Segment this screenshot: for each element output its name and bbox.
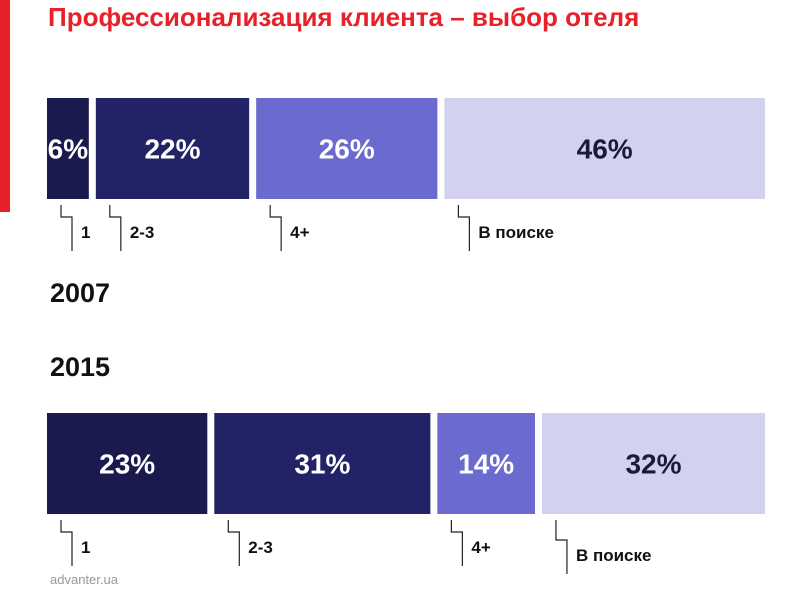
connector-2007-3 — [269, 205, 282, 251]
value-label-2007-3: 26% — [319, 134, 375, 165]
connector-2015-2 — [227, 520, 240, 566]
value-label-2015-4: 32% — [625, 449, 681, 480]
value-label-2015-2: 31% — [294, 449, 350, 480]
bar-segment-2015-2 — [214, 413, 431, 514]
value-label-2007-2: 22% — [144, 134, 200, 165]
footer-source: advanter.ua — [50, 572, 118, 587]
connector-2015-1 — [60, 520, 73, 566]
category-label-2007-1: 1 — [81, 223, 90, 242]
category-label-2015-1: 1 — [81, 538, 90, 557]
connector-2015-4 — [555, 520, 568, 574]
bar-segment-2007-1 — [47, 98, 89, 199]
category-label-2007-3: 4+ — [290, 223, 309, 242]
value-label-2007-1: 6% — [48, 134, 89, 165]
page-title: Профессионализация клиента – выбор отеля — [48, 2, 640, 32]
category-label-2007-4: В поиске — [478, 223, 554, 242]
accent-bar — [0, 0, 10, 212]
connector-2007-2 — [109, 205, 122, 251]
bar-segment-2015-1 — [47, 413, 208, 514]
stacked-bar-2007: 6% 1 22% 2-3 26% 4+ 46% В поиске — [47, 98, 765, 251]
value-label-2015-3: 14% — [458, 449, 514, 480]
bar-segment-2007-4 — [444, 98, 765, 199]
connector-2007-1 — [60, 205, 73, 251]
bar-segment-2015-3 — [437, 413, 535, 514]
category-label-2015-3: 4+ — [471, 538, 490, 557]
category-label-2015-2: 2-3 — [248, 538, 273, 557]
value-label-2015-1: 23% — [99, 449, 155, 480]
year-label-2007: 2007 — [50, 278, 111, 308]
bar-segment-2007-3 — [256, 98, 438, 199]
category-label-2015-4: В поиске — [576, 546, 652, 565]
stacked-bar-2015: 23% 1 31% 2-3 14% 4+ 32% В поиске — [47, 413, 765, 574]
bar-segment-2007-2 — [95, 98, 250, 199]
bar-segment-2015-4 — [541, 413, 765, 514]
value-label-2007-4: 46% — [577, 134, 633, 165]
connector-2007-4 — [457, 205, 470, 251]
connector-2015-3 — [450, 520, 463, 566]
category-label-2007-2: 2-3 — [130, 223, 155, 242]
year-label-2015: 2015 — [50, 352, 111, 382]
